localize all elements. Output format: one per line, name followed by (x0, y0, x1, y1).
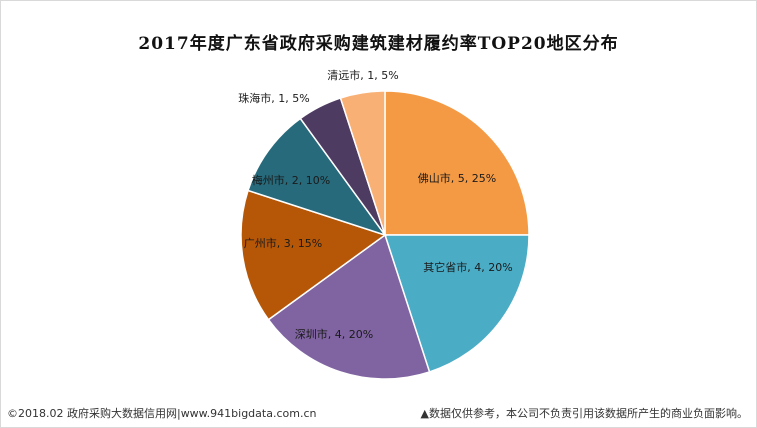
pie-slice-2 (383, 234, 530, 373)
slice-label-3: 深圳市, 4, 20% (295, 327, 373, 341)
slice-label-5: 梅州市, 2, 10% (252, 173, 330, 187)
pie-slice-7 (339, 90, 386, 236)
footer-disclaimer: ▲数据仅供参考，本公司不负责引用该数据所产生的商业负面影响。 (420, 407, 748, 420)
pie-slice-5 (247, 117, 387, 237)
pie-slice-4 (240, 189, 387, 321)
slice-label-6: 珠海市, 1, 5% (238, 91, 309, 105)
pie-slice-1 (384, 90, 530, 236)
pie-labels: 佛山市, 5, 25% 其它省市, 4, 20% 深圳市, 4, 20% 广州市, 3… (238, 68, 512, 341)
slice-label-2: 其它省市, 4, 20% (423, 260, 512, 274)
pie-slice-3 (267, 233, 431, 380)
slice-label-4: 广州市, 3, 15% (244, 236, 322, 250)
slice-label-1: 佛山市, 5, 25% (418, 171, 496, 185)
footer-source: ©2018.02 政府采购大数据信用网|www.941bigdata.com.c… (7, 407, 317, 420)
slice-label-7: 清远市, 1, 5% (327, 68, 398, 82)
pie-slices (240, 90, 530, 380)
chart-title: 2017年度广东省政府采购建筑建材履约率TOP20地区分布 (138, 34, 619, 54)
